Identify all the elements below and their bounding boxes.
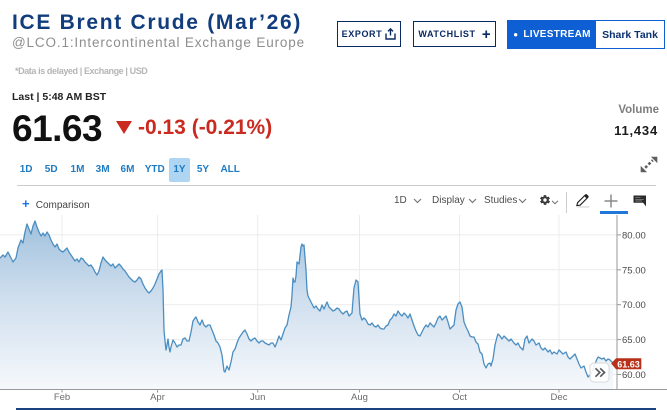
svg-text:60.00: 60.00 (622, 370, 646, 381)
svg-text:70.00: 70.00 (622, 300, 646, 311)
svg-text:Dec: Dec (551, 392, 568, 402)
svg-text:Feb: Feb (54, 392, 70, 402)
svg-text:80.00: 80.00 (622, 230, 646, 241)
svg-text:65.00: 65.00 (622, 335, 646, 346)
svg-text:61.63: 61.63 (617, 359, 640, 369)
svg-text:Aug: Aug (351, 392, 368, 402)
svg-text:Oct: Oct (452, 392, 467, 402)
svg-text:Apr: Apr (150, 392, 165, 402)
svg-text:Jun: Jun (250, 392, 265, 402)
svg-text:75.00: 75.00 (622, 265, 646, 276)
